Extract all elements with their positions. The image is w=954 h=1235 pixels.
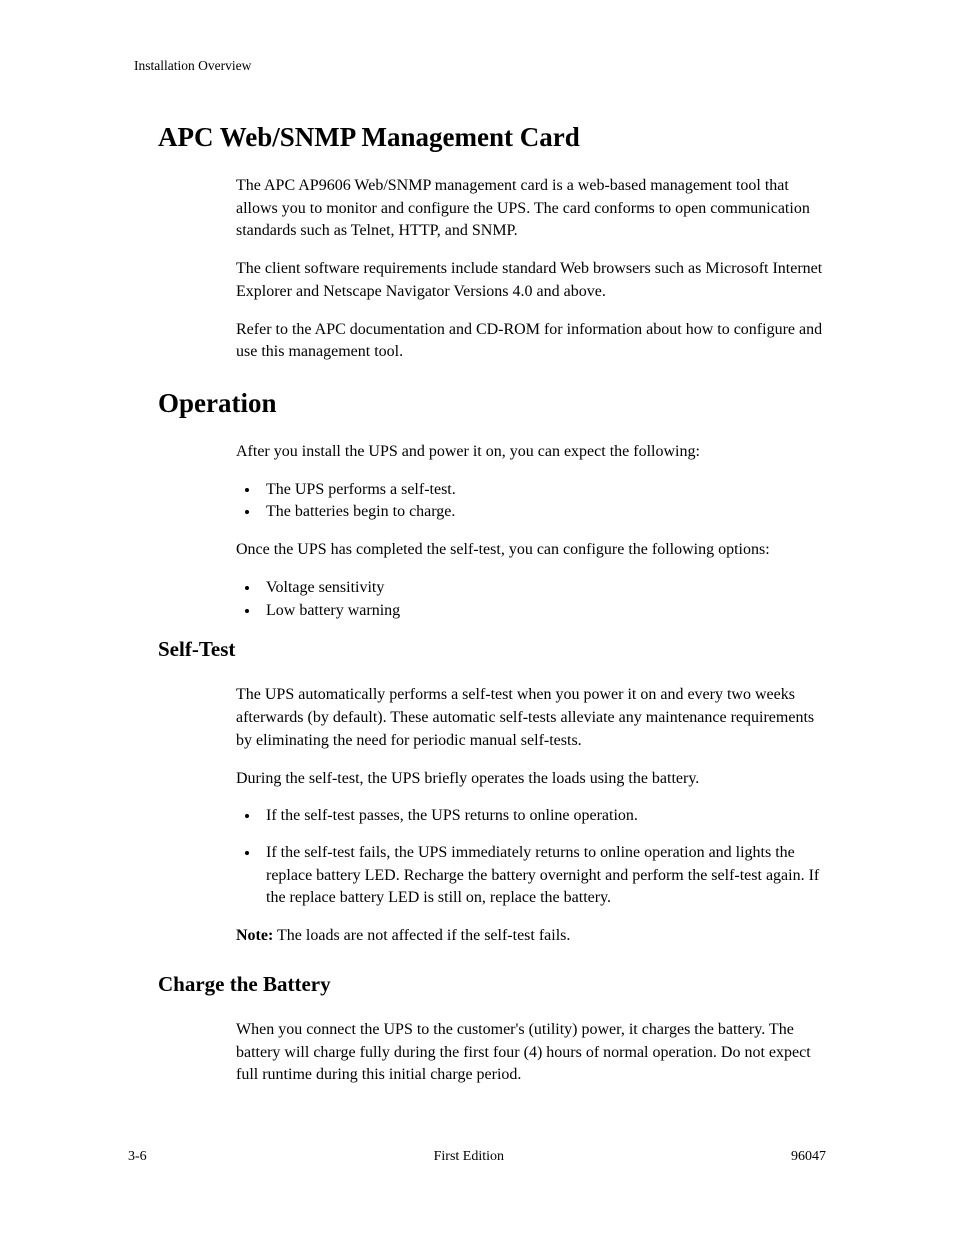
paragraph: The client software requirements include… (236, 258, 826, 303)
page-footer: 3-6 First Edition 96047 (128, 1149, 826, 1165)
paragraph: When you connect the UPS to the customer… (236, 1019, 826, 1087)
list-item: If the self-test passes, the UPS returns… (260, 805, 826, 828)
list-item: If the self-test fails, the UPS immediat… (260, 842, 826, 910)
paragraph: Once the UPS has completed the self-test… (236, 539, 826, 562)
heading-apc-card: APC Web/SNMP Management Card (158, 122, 826, 153)
paragraph: After you install the UPS and power it o… (236, 441, 826, 464)
note-text: The loads are not affected if the self-t… (273, 927, 570, 944)
note-label: Note: (236, 927, 273, 944)
heading-operation: Operation (158, 388, 826, 419)
section-selftest-body: The UPS automatically performs a self-te… (236, 684, 826, 947)
footer-doc-number: 96047 (791, 1149, 826, 1165)
paragraph: Refer to the APC documentation and CD-RO… (236, 319, 826, 364)
heading-self-test: Self-Test (158, 637, 826, 662)
paragraph: During the self-test, the UPS briefly op… (236, 768, 826, 791)
bullet-list: Voltage sensitivity Low battery warning (260, 577, 826, 622)
list-item: Low battery warning (260, 600, 826, 623)
bullet-list: If the self-test passes, the UPS returns… (260, 805, 826, 910)
section-apc-body: The APC AP9606 Web/SNMP management card … (236, 175, 826, 364)
note: Note: The loads are not affected if the … (236, 925, 826, 948)
bullet-list: The UPS performs a self-test. The batter… (260, 479, 826, 524)
list-item: The UPS performs a self-test. (260, 479, 826, 502)
section-charge-body: When you connect the UPS to the customer… (236, 1019, 826, 1087)
paragraph: The APC AP9606 Web/SNMP management card … (236, 175, 826, 243)
list-item: Voltage sensitivity (260, 577, 826, 600)
document-page: Installation Overview APC Web/SNMP Manag… (0, 0, 954, 1087)
running-header: Installation Overview (134, 58, 826, 74)
section-operation-body: After you install the UPS and power it o… (236, 441, 826, 622)
footer-page-number: 3-6 (128, 1149, 147, 1165)
heading-charge-battery: Charge the Battery (158, 972, 826, 997)
paragraph: The UPS automatically performs a self-te… (236, 684, 826, 752)
list-item: The batteries begin to charge. (260, 501, 826, 524)
footer-edition: First Edition (434, 1149, 504, 1165)
